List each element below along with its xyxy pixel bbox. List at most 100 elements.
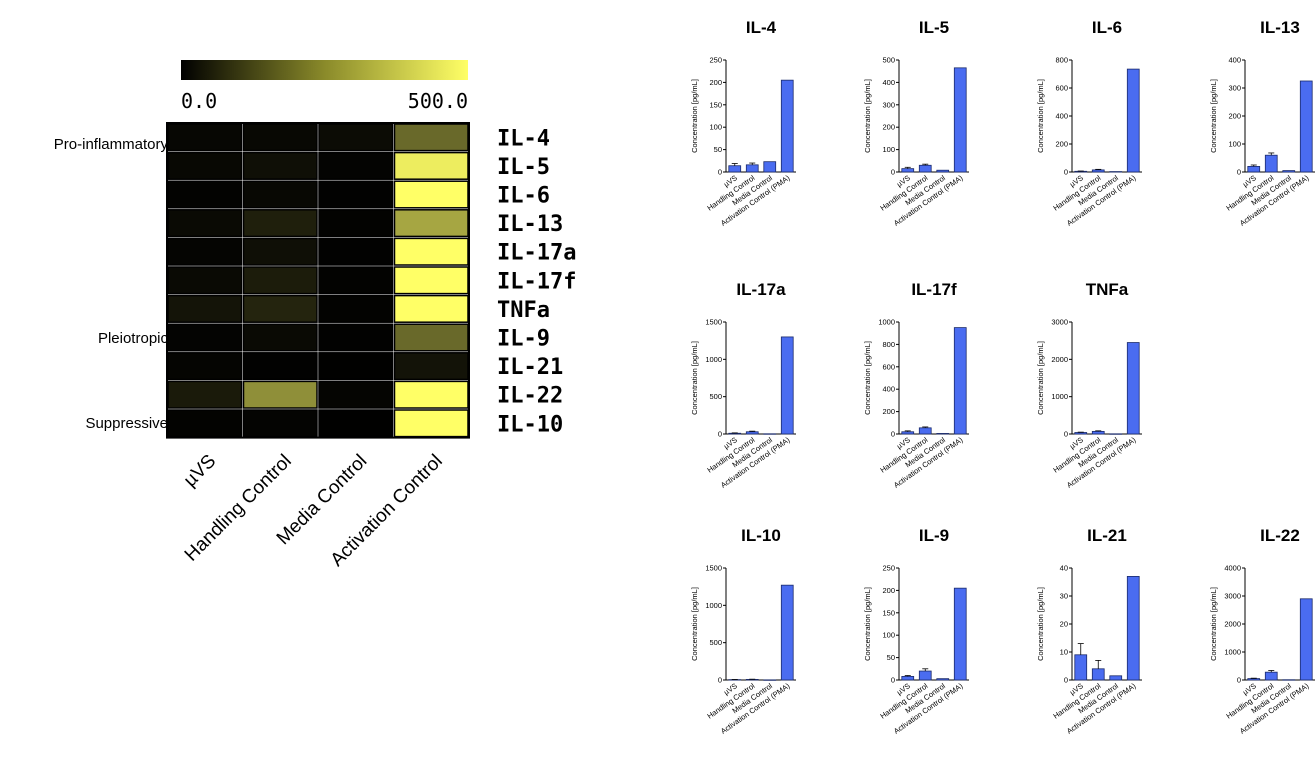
- bar: [745, 431, 759, 435]
- bar: [1264, 154, 1278, 173]
- bar: [1247, 165, 1261, 173]
- heatmap-cell: [393, 294, 469, 323]
- heatmap-cell: [393, 151, 469, 180]
- bar: [1109, 171, 1123, 173]
- heatmap-cell: [318, 323, 394, 352]
- heatmap-cell: [242, 151, 318, 180]
- heatmap-cell: [242, 323, 318, 352]
- bar: [1299, 598, 1313, 681]
- y-tick-label: 3000: [1051, 318, 1068, 327]
- heatmap-row-label: IL-4: [497, 126, 550, 151]
- y-tick-label: 0: [1237, 676, 1241, 685]
- heatmap-row-label: IL-22: [497, 384, 563, 409]
- y-tick-label: 1000: [1051, 392, 1068, 401]
- y-axis-label: Concentration [pg/mL]: [1036, 79, 1045, 153]
- y-tick-label: 250: [709, 56, 722, 65]
- heatmap-column-label: µVS: [180, 451, 221, 492]
- bar: [1282, 170, 1296, 173]
- y-tick-label: 1000: [1224, 648, 1241, 657]
- chart-title: IL-9: [919, 526, 949, 545]
- y-tick-label: 1500: [705, 564, 722, 573]
- heatmap-cell: [242, 123, 318, 152]
- bar-chart: IL-17f Concentration [pg/mL] 0 200 400 600 800…: [863, 280, 969, 490]
- heatmap-panel: 0.0 500.0 Pro-inflammatory Pleiotropic S…: [54, 60, 576, 571]
- y-tick-label: 400: [1055, 112, 1068, 121]
- chart-title: IL-4: [746, 18, 777, 37]
- bar: [1109, 675, 1123, 681]
- heatmap-cell: [167, 409, 243, 438]
- heatmap-cell: [167, 123, 243, 152]
- y-tick-label: 100: [882, 631, 895, 640]
- heatmap-row-label: IL-17f: [497, 269, 576, 294]
- y-tick-label: 400: [882, 78, 895, 87]
- bar: [1091, 430, 1105, 435]
- y-axis-label: Concentration [pg/mL]: [1036, 341, 1045, 415]
- bar: [728, 432, 742, 435]
- bar: [780, 336, 794, 435]
- bar: [1126, 576, 1140, 681]
- bar: [1264, 671, 1278, 681]
- y-tick-label: 400: [882, 385, 895, 394]
- bar: [1247, 678, 1261, 681]
- bar: [936, 169, 950, 173]
- heatmap-cell: [393, 209, 469, 238]
- y-tick-label: 30: [1060, 592, 1068, 601]
- heatmap-cell: [242, 209, 318, 238]
- bar: [1074, 432, 1088, 435]
- y-tick-label: 500: [709, 392, 722, 401]
- colorbar-max-label: 500.0: [408, 89, 468, 113]
- heatmap-cell: [318, 380, 394, 409]
- heatmap-cell: [318, 237, 394, 266]
- y-tick-label: 0: [718, 168, 722, 177]
- y-tick-label: 50: [887, 653, 895, 662]
- bar-chart: IL-4 Concentration [pg/mL] 0 50 100 150 200 250…: [690, 18, 796, 228]
- bar: [936, 433, 950, 435]
- heatmap-cell: [318, 123, 394, 152]
- heatmap-cell: [242, 409, 318, 438]
- y-tick-label: 0: [1064, 168, 1068, 177]
- heatmap-cell: [318, 294, 394, 323]
- heatmap-cell: [318, 352, 394, 381]
- y-tick-label: 10: [1060, 648, 1068, 657]
- heatmap-row-label: IL-13: [497, 212, 563, 237]
- y-tick-label: 100: [882, 145, 895, 154]
- y-tick-label: 500: [882, 56, 895, 65]
- group-label-pleiotropic: Pleiotropic: [98, 330, 169, 347]
- y-axis-label: Concentration [pg/mL]: [863, 79, 872, 153]
- y-axis-label: Concentration [pg/mL]: [1209, 79, 1218, 153]
- y-tick-label: 300: [1228, 84, 1241, 93]
- y-tick-label: 400: [1228, 56, 1241, 65]
- y-tick-label: 0: [1064, 676, 1068, 685]
- y-tick-label: 2000: [1224, 620, 1241, 629]
- y-tick-label: 200: [709, 78, 722, 87]
- heatmap-cell: [242, 294, 318, 323]
- y-tick-label: 150: [709, 100, 722, 109]
- bar: [1282, 679, 1296, 681]
- y-tick-label: 3000: [1224, 592, 1241, 601]
- bar: [1091, 668, 1105, 681]
- y-tick-label: 100: [709, 123, 722, 132]
- y-axis-label: Concentration [pg/mL]: [690, 79, 699, 153]
- heatmap-row-label: IL-6: [497, 184, 550, 209]
- y-tick-label: 0: [891, 676, 895, 685]
- y-tick-label: 0: [891, 168, 895, 177]
- heatmap-cell: [393, 352, 469, 381]
- heatmap-cell: [242, 180, 318, 209]
- y-tick-label: 200: [882, 586, 895, 595]
- y-tick-label: 300: [882, 100, 895, 109]
- heatmap-cell: [167, 352, 243, 381]
- bar-chart: IL-22 Concentration [pg/mL] 0 1000 2000 3000 4…: [1209, 526, 1315, 736]
- chart-title: IL-10: [741, 526, 781, 545]
- heatmap-cell: [167, 323, 243, 352]
- heatmap-grid: [166, 122, 470, 439]
- heatmap-cell: [167, 380, 243, 409]
- y-axis-label: Concentration [pg/mL]: [690, 587, 699, 661]
- y-tick-label: 200: [1228, 112, 1241, 121]
- heatmap-cell: [318, 409, 394, 438]
- y-tick-label: 600: [882, 362, 895, 371]
